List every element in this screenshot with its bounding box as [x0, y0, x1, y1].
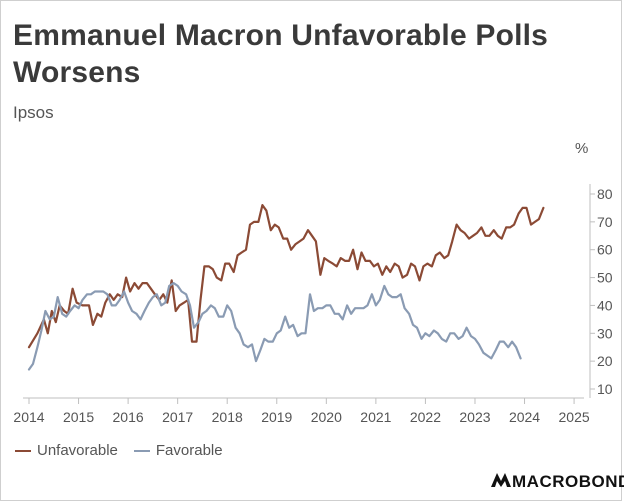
macrobond-logo-icon [491, 472, 511, 492]
x-tick-label: 2019 [261, 409, 292, 425]
legend-item-unfavorable: Unfavorable [15, 442, 118, 459]
legend: Unfavorable Favorable [15, 442, 239, 459]
x-tick-label: 2016 [113, 409, 144, 425]
y-tick-label: 50 [597, 270, 613, 286]
x-tick-label: 2025 [559, 409, 590, 425]
legend-label-favorable: Favorable [155, 442, 223, 459]
x-tick-label: 2023 [459, 409, 490, 425]
legend-swatch-favorable [133, 449, 150, 452]
y-tick-label: 20 [597, 353, 613, 369]
x-tick-label: 2015 [63, 409, 94, 425]
x-tick-label: 2018 [212, 409, 243, 425]
legend-swatch-unfavorable [15, 449, 31, 452]
chart-title: Emmanuel Macron Unfavorable Polls Worsen… [13, 19, 549, 89]
y-tick-label: 70 [597, 214, 613, 230]
x-tick-label: 2017 [162, 409, 193, 425]
x-tick-label: 2022 [410, 409, 441, 425]
chart-subtitle: Ipsos [13, 103, 54, 122]
y-axis-unit: % [575, 140, 589, 157]
series-line-unfavorable [27, 204, 545, 349]
legend-item-favorable: Favorable [133, 442, 223, 459]
y-tick-label: 40 [597, 297, 613, 313]
y-tick-label: 60 [597, 242, 613, 258]
y-tick-label: 30 [597, 325, 613, 341]
x-tick-label: 2024 [509, 409, 540, 425]
brand-logo: MACROBOND [491, 472, 624, 492]
x-tick-label: 2021 [360, 409, 391, 425]
y-tick-label: 80 [597, 186, 613, 202]
legend-label-unfavorable: Unfavorable [37, 442, 118, 459]
series-line-favorable [27, 282, 522, 371]
brand-name: MACROBOND [512, 472, 624, 491]
x-tick-label: 2014 [13, 409, 44, 425]
x-tick-label: 2020 [311, 409, 342, 425]
y-tick-label: 10 [597, 381, 613, 397]
